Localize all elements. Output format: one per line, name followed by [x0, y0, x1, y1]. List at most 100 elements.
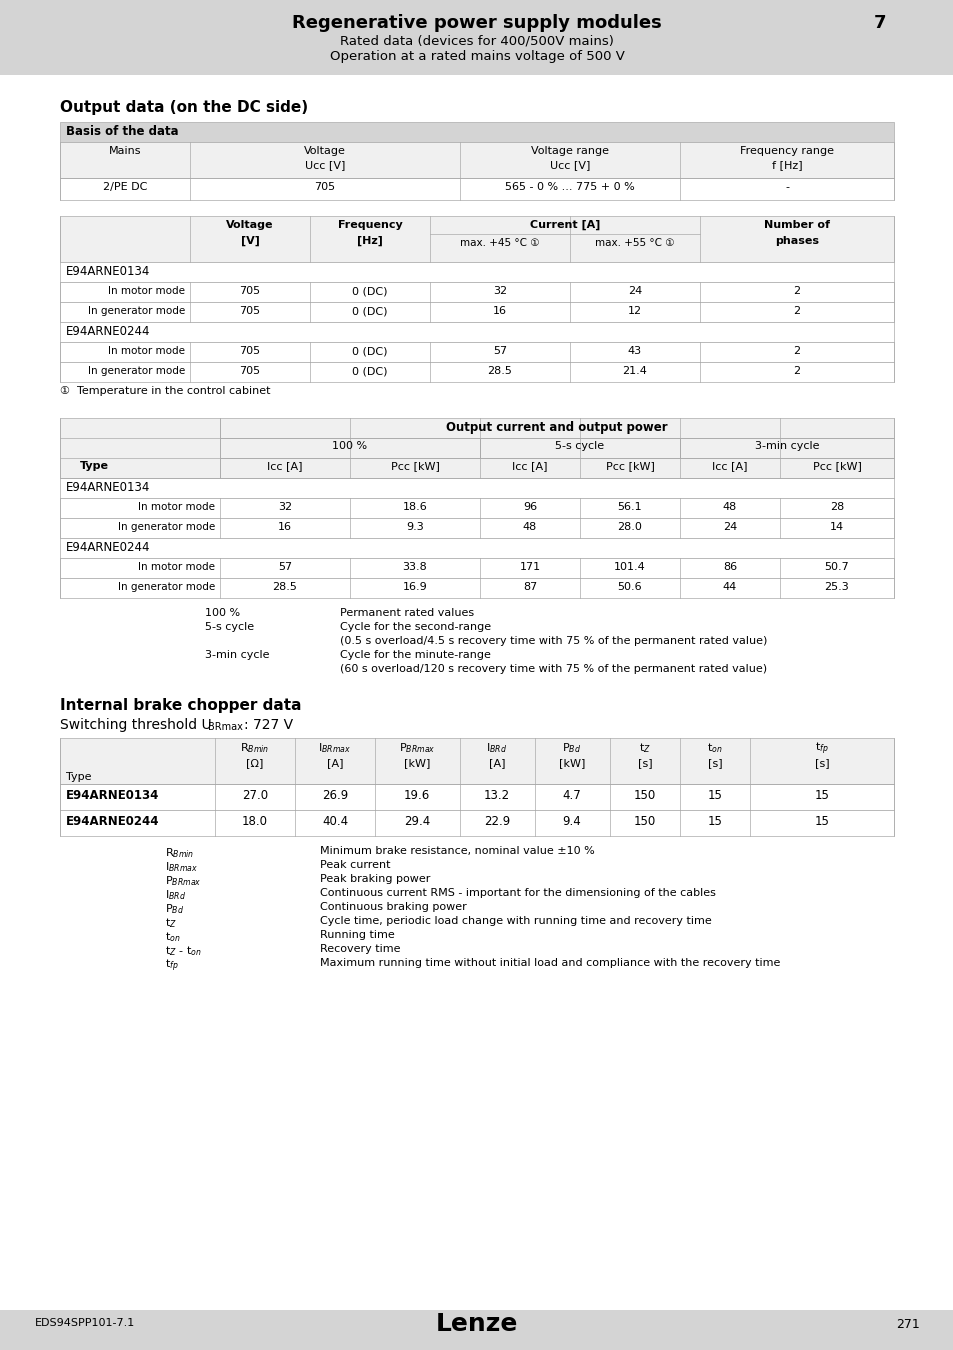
Text: Pᴄᴄ [kW]: Pᴄᴄ [kW] [812, 460, 861, 471]
Bar [60, 418, 220, 478]
Text: Voltage range: Voltage range [531, 146, 608, 157]
Text: t$_{on}$: t$_{on}$ [165, 930, 180, 944]
Text: I$_{BRmax}$: I$_{BRmax}$ [318, 741, 352, 755]
Text: 705: 705 [239, 346, 260, 356]
Text: Pᴄᴄ [kW]: Pᴄᴄ [kW] [390, 460, 439, 471]
Text: 5-s cycle: 5-s cycle [205, 622, 253, 632]
Text: 0 (DC): 0 (DC) [352, 346, 387, 356]
Text: 18.6: 18.6 [402, 502, 427, 512]
Text: In motor mode: In motor mode [138, 502, 214, 512]
Bar [60, 282, 893, 302]
Text: P$_{Bd}$: P$_{Bd}$ [165, 902, 184, 915]
Text: P$_{BRmax}$: P$_{BRmax}$ [398, 741, 435, 755]
Text: Iᴄᴄ [A]: Iᴄᴄ [A] [512, 460, 547, 471]
Text: 21.4: 21.4 [622, 366, 647, 377]
Text: 171: 171 [518, 562, 540, 572]
Text: 29.4: 29.4 [403, 815, 430, 828]
Bar [60, 216, 893, 262]
Text: 48: 48 [722, 502, 737, 512]
Text: Continuous current RMS - important for the dimensioning of the cables: Continuous current RMS - important for t… [319, 888, 715, 898]
Text: E94ARNE0244: E94ARNE0244 [66, 541, 151, 554]
Text: t$_{fp}$: t$_{fp}$ [165, 958, 178, 975]
Text: 9.4: 9.4 [562, 815, 580, 828]
Text: 0 (DC): 0 (DC) [352, 306, 387, 316]
Text: Voltage: Voltage [304, 146, 346, 157]
Text: In motor mode: In motor mode [108, 286, 185, 296]
Text: Basis of the data: Basis of the data [66, 126, 178, 138]
Text: 4.7: 4.7 [562, 788, 580, 802]
Text: t$_{on}$: t$_{on}$ [706, 741, 722, 755]
Bar [60, 122, 893, 142]
Text: 19.6: 19.6 [403, 788, 430, 802]
Text: 96: 96 [522, 502, 537, 512]
Bar [0, 0, 953, 76]
Text: 9.3: 9.3 [406, 522, 423, 532]
Text: 2/PE DC: 2/PE DC [103, 182, 147, 192]
Text: 0 (DC): 0 (DC) [352, 366, 387, 377]
Text: 33.8: 33.8 [402, 562, 427, 572]
Text: 0 (DC): 0 (DC) [352, 286, 387, 296]
Text: 13.2: 13.2 [483, 788, 510, 802]
Text: 100 %: 100 % [332, 441, 367, 451]
Text: R$_{Bmin}$: R$_{Bmin}$ [165, 846, 194, 860]
Text: 705: 705 [239, 286, 260, 296]
Text: Output current and output power: Output current and output power [446, 421, 667, 433]
Text: Internal brake chopper data: Internal brake chopper data [60, 698, 301, 713]
Text: [s]: [s] [637, 757, 652, 768]
Text: 565 - 0 % ... 775 + 0 %: 565 - 0 % ... 775 + 0 % [504, 182, 634, 192]
Bar [60, 810, 893, 836]
Text: Frequency range: Frequency range [740, 146, 833, 157]
Text: Peak current: Peak current [319, 860, 390, 869]
Text: 12: 12 [627, 306, 641, 316]
Text: E94ARNE0134: E94ARNE0134 [66, 788, 159, 802]
Text: I$_{BRd}$: I$_{BRd}$ [486, 741, 507, 755]
Bar [60, 342, 893, 362]
Bar [60, 323, 893, 342]
Text: Iᴄᴄ [A]: Iᴄᴄ [A] [712, 460, 747, 471]
Bar [60, 142, 893, 178]
Text: 15: 15 [814, 815, 828, 828]
Text: Mains: Mains [109, 146, 141, 157]
Bar [220, 437, 479, 458]
Text: Pᴄᴄ [kW]: Pᴄᴄ [kW] [605, 460, 654, 471]
Text: 24: 24 [722, 522, 737, 532]
Bar [60, 478, 893, 498]
Bar [60, 178, 893, 200]
Text: E94ARNE0244: E94ARNE0244 [66, 815, 159, 828]
Text: E94ARNE0134: E94ARNE0134 [66, 481, 151, 494]
Text: Switching threshold U: Switching threshold U [60, 718, 212, 732]
Text: 18.0: 18.0 [242, 815, 268, 828]
Text: 7: 7 [873, 14, 885, 32]
Text: Output data (on the DC side): Output data (on the DC side) [60, 100, 308, 115]
Text: Type: Type [66, 772, 91, 782]
Text: 705: 705 [314, 182, 335, 192]
Text: t$_Z$: t$_Z$ [639, 741, 650, 755]
Text: 50.6: 50.6 [617, 582, 641, 593]
Text: Current [A]: Current [A] [529, 220, 599, 231]
Text: 40.4: 40.4 [321, 815, 348, 828]
Bar [60, 302, 893, 323]
Text: t$_{fp}$: t$_{fp}$ [814, 741, 828, 757]
Text: [Hz]: [Hz] [356, 236, 382, 246]
Text: E94ARNE0134: E94ARNE0134 [66, 265, 151, 278]
Text: Iᴄᴄ [A]: Iᴄᴄ [A] [267, 460, 302, 471]
Bar [220, 418, 893, 437]
Text: Frequency: Frequency [337, 220, 402, 230]
Bar [60, 518, 893, 539]
Text: 48: 48 [522, 522, 537, 532]
Text: Number of: Number of [763, 220, 829, 230]
Text: 16: 16 [277, 522, 292, 532]
Text: Cycle for the minute-range: Cycle for the minute-range [339, 649, 491, 660]
Text: (60 s overload/120 s recovery time with 75 % of the permanent rated value): (60 s overload/120 s recovery time with … [339, 664, 766, 674]
Text: 2: 2 [793, 286, 800, 296]
Text: 27.0: 27.0 [242, 788, 268, 802]
Text: 28.5: 28.5 [273, 582, 297, 593]
Text: In generator mode: In generator mode [117, 522, 214, 532]
Text: 57: 57 [277, 562, 292, 572]
Bar [220, 458, 893, 478]
Text: 101.4: 101.4 [614, 562, 645, 572]
Bar [60, 738, 893, 784]
Text: Maximum running time without initial load and compliance with the recovery time: Maximum running time without initial loa… [319, 958, 780, 968]
Text: f [Hz]: f [Hz] [771, 161, 801, 170]
Text: Cycle for the second-range: Cycle for the second-range [339, 622, 491, 632]
